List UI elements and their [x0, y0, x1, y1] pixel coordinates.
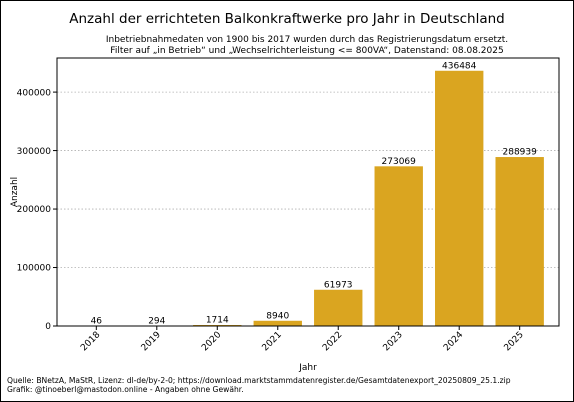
- bar-value-label: 273069: [382, 157, 417, 167]
- bar-2025: [495, 157, 544, 326]
- chart-subtitle-line-2: Filter auf „in Betrieb“ und „Wechselrich…: [110, 46, 503, 56]
- x-tick-label: 2022: [321, 330, 344, 353]
- bar-value-label: 1714: [206, 315, 229, 325]
- y-tick-label: 300000: [17, 147, 52, 157]
- plot-area-frame: [56, 57, 560, 327]
- x-tick-label: 2023: [382, 330, 405, 353]
- bar-2020: [193, 324, 242, 326]
- y-tick-label: 0: [45, 322, 51, 332]
- x-axis-ticks: 2018 2019 2020 2021 2022 2023 2024 2025: [79, 326, 526, 353]
- x-axis-label: Jahr: [298, 363, 317, 373]
- y-axis-label: Anzahl: [10, 177, 20, 207]
- bar-2024: [435, 70, 484, 326]
- chart-subtitle-line-1: Inbetriebnahmedaten von 1900 bis 2017 wu…: [106, 35, 508, 45]
- bar-value-label: 288939: [503, 148, 538, 158]
- bar-value-label: 8940: [266, 311, 289, 321]
- y-tick-label: 400000: [17, 88, 52, 98]
- x-tick-label: 2018: [79, 330, 102, 353]
- x-tick-label: 2024: [442, 330, 465, 353]
- x-tick-label: 2019: [140, 330, 163, 353]
- x-tick-label: 2025: [503, 330, 526, 353]
- x-tick-label: 2021: [261, 330, 284, 353]
- footer-source: Quelle: BNetzA, MaStR, Lizenz: dl-de/by-…: [7, 376, 511, 385]
- chart-title: Anzahl der errichteten Balkonkraftwerke …: [69, 11, 504, 27]
- footer-credit: Grafik: @tinoeberl@mastodon.online - Ang…: [7, 385, 244, 394]
- x-tick-label: 2020: [200, 330, 223, 353]
- bar-2023: [374, 166, 423, 326]
- bar-2021: [253, 320, 302, 326]
- bar-2022: [314, 289, 363, 326]
- bar-value-label: 46: [91, 316, 103, 326]
- y-tick-label: 200000: [17, 205, 52, 215]
- bar-value-label: 294: [148, 316, 165, 326]
- bars: [72, 70, 544, 326]
- bar-value-labels: 46 294 1714 8940 61973 273069 436484 288939: [91, 61, 538, 326]
- grid-lines: [57, 91, 559, 268]
- y-tick-label: 100000: [17, 264, 52, 274]
- bar-value-label: 436484: [442, 61, 477, 71]
- y-axis-ticks: 0 100000 200000 300000 400000: [17, 88, 57, 332]
- bar-value-label: 61973: [324, 280, 353, 290]
